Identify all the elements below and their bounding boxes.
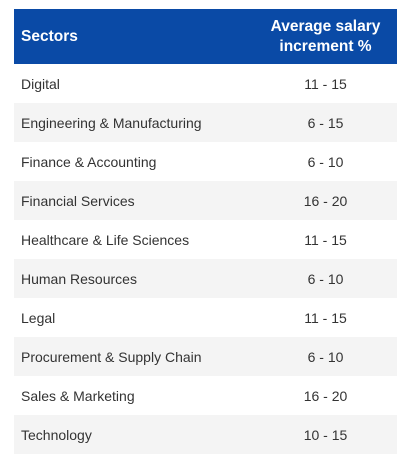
sector-cell: Finance & Accounting xyxy=(14,142,258,181)
sector-cell: Healthcare & Life Sciences xyxy=(14,220,258,259)
sector-cell: Human Resources xyxy=(14,259,258,298)
increment-cell: 11 - 15 xyxy=(258,220,397,259)
sector-cell: Sales & Marketing xyxy=(14,376,258,415)
increment-cell: 11 - 15 xyxy=(258,298,397,337)
increment-cell: 6 - 10 xyxy=(258,259,397,298)
increment-cell: 16 - 20 xyxy=(258,181,397,220)
table-row: Technology 10 - 15 xyxy=(14,415,397,454)
table-body: Digital 11 - 15 Engineering & Manufactur… xyxy=(14,64,397,454)
increment-cell: 11 - 15 xyxy=(258,64,397,103)
header-row: Sectors Average salary increment % xyxy=(14,9,397,64)
sector-cell: Engineering & Manufacturing xyxy=(14,103,258,142)
salary-increment-table: Sectors Average salary increment % Digit… xyxy=(14,9,397,454)
increment-cell: 6 - 15 xyxy=(258,103,397,142)
table-row: Digital 11 - 15 xyxy=(14,64,397,103)
increment-cell: 6 - 10 xyxy=(258,337,397,376)
increment-cell: 16 - 20 xyxy=(258,376,397,415)
increment-cell: 6 - 10 xyxy=(258,142,397,181)
header-increment-line2: increment % xyxy=(279,37,372,55)
table-row: Procurement & Supply Chain 6 - 10 xyxy=(14,337,397,376)
table-row: Financial Services 16 - 20 xyxy=(14,181,397,220)
table-row: Finance & Accounting 6 - 10 xyxy=(14,142,397,181)
table-row: Sales & Marketing 16 - 20 xyxy=(14,376,397,415)
sector-cell: Financial Services xyxy=(14,181,258,220)
sector-cell: Procurement & Supply Chain xyxy=(14,337,258,376)
header-increment-line1: Average salary xyxy=(270,17,381,35)
salary-increment-table-container: Sectors Average salary increment % Digit… xyxy=(14,9,397,454)
sector-cell: Technology xyxy=(14,415,258,454)
table-row: Legal 11 - 15 xyxy=(14,298,397,337)
table-row: Healthcare & Life Sciences 11 - 15 xyxy=(14,220,397,259)
table-header: Sectors Average salary increment % xyxy=(14,9,397,64)
increment-cell: 10 - 15 xyxy=(258,415,397,454)
header-sectors: Sectors xyxy=(14,9,258,64)
table-row: Engineering & Manufacturing 6 - 15 xyxy=(14,103,397,142)
sector-cell: Legal xyxy=(14,298,258,337)
sector-cell: Digital xyxy=(14,64,258,103)
header-average-salary-increment: Average salary increment % xyxy=(258,9,397,64)
table-row: Human Resources 6 - 10 xyxy=(14,259,397,298)
